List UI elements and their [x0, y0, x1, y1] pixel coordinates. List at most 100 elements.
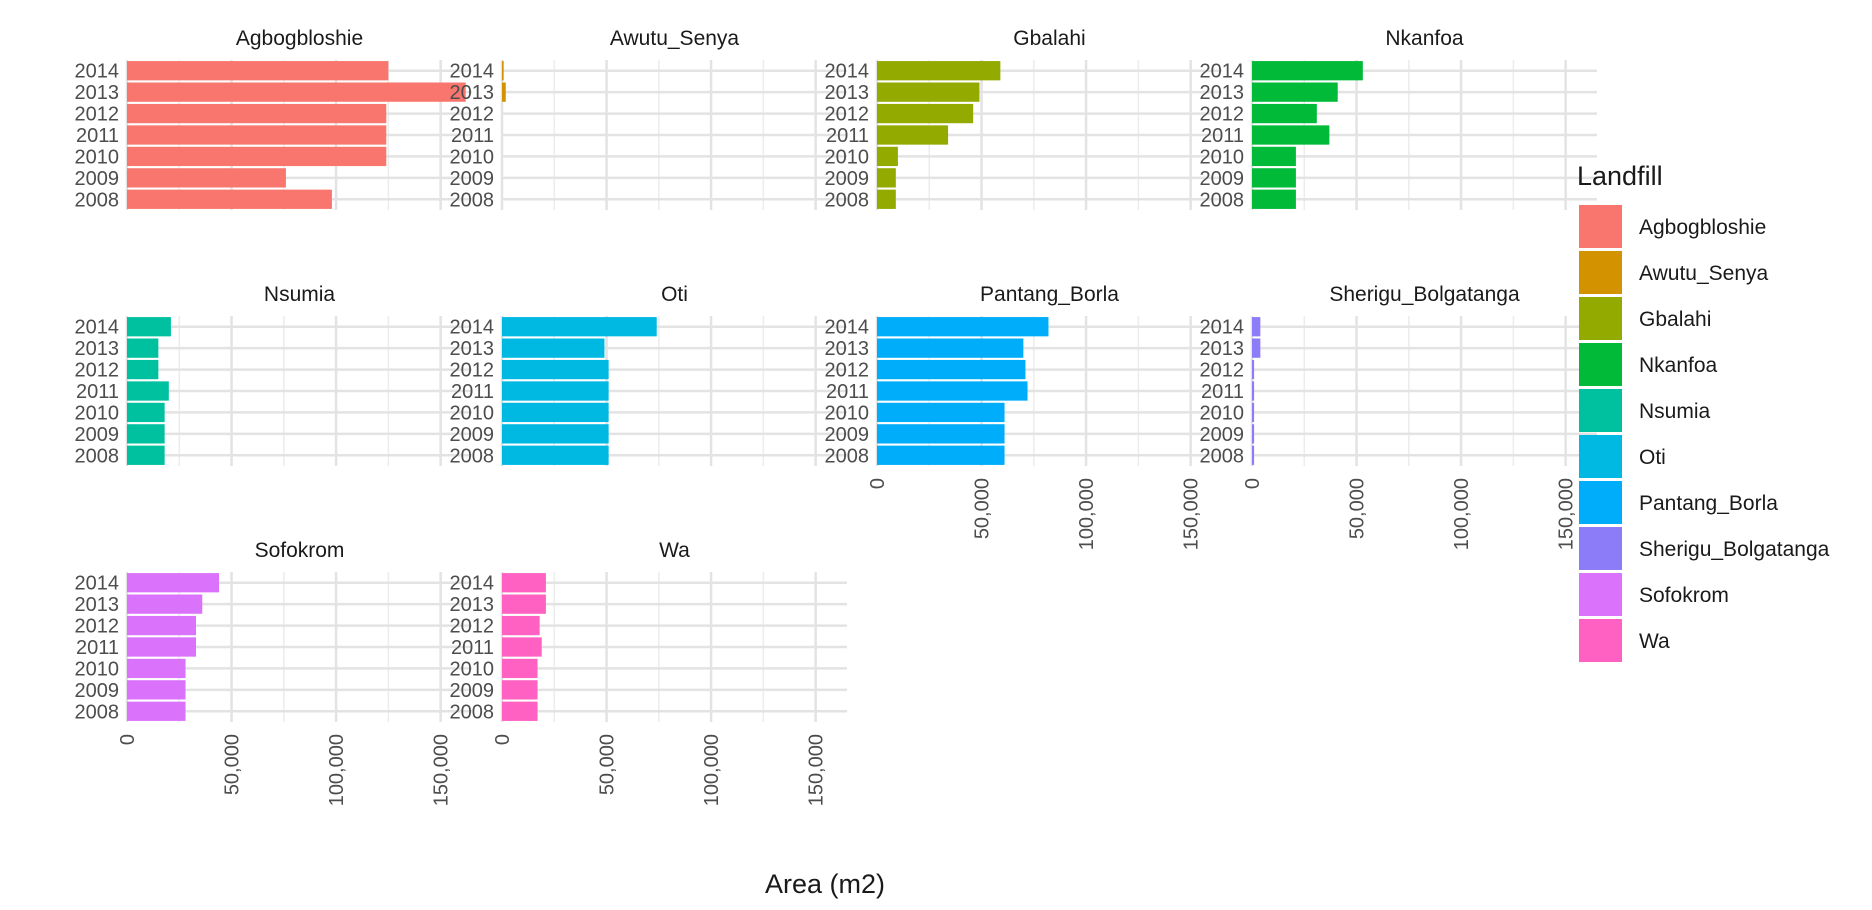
- y-tick-label: 2011: [1201, 125, 1244, 147]
- x-tick-label: 0: [1242, 478, 1264, 489]
- x-tick-label: 100,000: [701, 734, 723, 806]
- legend-key-Oti: [1579, 435, 1622, 478]
- legend-label-Sofokrom: Sofokrom: [1639, 584, 1729, 607]
- y-tick-label: 2010: [75, 658, 120, 680]
- bar-Agbogbloshie-2008: [127, 189, 332, 209]
- bar-Pantang_Borla-2014: [877, 317, 1049, 337]
- bar-Pantang_Borla-2011: [877, 381, 1028, 401]
- bar-Oti-2009: [502, 424, 609, 444]
- y-tick-label: 2010: [75, 402, 120, 424]
- bar-Gbalahi-2009: [877, 168, 896, 188]
- bar-Wa-2013: [502, 594, 546, 614]
- y-tick-label: 2013: [75, 82, 120, 104]
- y-tick-label: 2014: [825, 61, 870, 83]
- y-tick-label: 2009: [825, 168, 870, 190]
- y-tick-label: 2012: [75, 104, 120, 126]
- y-tick-label: 2014: [450, 573, 495, 595]
- x-tick-label: 100,000: [1076, 478, 1098, 550]
- bar-Sofokrom-2013: [127, 594, 203, 614]
- y-tick-label: 2008: [825, 189, 870, 211]
- y-tick-label: 2011: [451, 125, 494, 147]
- bar-Pantang_Borla-2008: [877, 445, 1005, 465]
- bar-Gbalahi-2010: [877, 146, 898, 167]
- legend-key-Wa: [1579, 619, 1622, 662]
- y-tick-label: 2008: [825, 445, 870, 467]
- bar-Sherigu_Bolgatanga-2013: [1252, 338, 1261, 358]
- bar-Sherigu_Bolgatanga-2012: [1252, 359, 1255, 380]
- legend-key-Sherigu_Bolgatanga: [1579, 527, 1622, 570]
- bar-Wa-2009: [502, 680, 538, 700]
- y-tick-label: 2012: [1200, 360, 1245, 382]
- legend-label-Awutu_Senya: Awutu_Senya: [1639, 262, 1769, 285]
- bar-Oti-2011: [502, 381, 609, 401]
- y-tick-label: 2014: [75, 61, 120, 83]
- x-tick-label: 150,000: [1556, 478, 1578, 550]
- y-tick-label: 2013: [1200, 82, 1245, 104]
- y-tick-label: 2008: [450, 189, 495, 211]
- bar-Nsumia-2010: [127, 402, 165, 423]
- bar-Pantang_Borla-2012: [877, 359, 1026, 380]
- bar-Nsumia-2013: [127, 338, 159, 358]
- legend-label-Sherigu_Bolgatanga: Sherigu_Bolgatanga: [1639, 538, 1830, 561]
- y-tick-label: 2014: [825, 317, 870, 339]
- bar-Nsumia-2011: [127, 381, 169, 401]
- bar-Pantang_Borla-2013: [877, 338, 1024, 358]
- y-tick-label: 2008: [450, 701, 495, 723]
- y-tick-label: 2011: [826, 381, 869, 403]
- bar-Nkanfoa-2014: [1252, 61, 1363, 81]
- y-tick-label: 2008: [1200, 189, 1245, 211]
- legend-label-Oti: Oti: [1639, 446, 1666, 469]
- bar-Sofokrom-2010: [127, 658, 186, 679]
- y-tick-label: 2011: [1201, 381, 1244, 403]
- bar-Agbogbloshie-2014: [127, 61, 389, 81]
- bar-Agbogbloshie-2010: [127, 146, 387, 167]
- y-tick-label: 2011: [451, 381, 494, 403]
- bar-Pantang_Borla-2010: [877, 402, 1005, 423]
- y-tick-label: 2009: [75, 168, 120, 190]
- facet-label-Nsumia: Nsumia: [264, 283, 336, 306]
- facet-label-Pantang_Borla: Pantang_Borla: [980, 283, 1119, 306]
- y-tick-label: 2010: [450, 658, 495, 680]
- panel-Sherigu_Bolgatanga: Sherigu_Bolgatanga2014201320122011201020…: [1200, 283, 1597, 550]
- x-tick-label: 100,000: [1451, 478, 1473, 550]
- y-tick-label: 2013: [75, 338, 120, 360]
- y-tick-label: 2014: [75, 573, 120, 595]
- y-tick-label: 2009: [75, 424, 120, 446]
- bar-Wa-2012: [502, 615, 540, 636]
- y-tick-label: 2012: [75, 360, 120, 382]
- legend-label-Wa: Wa: [1639, 630, 1670, 653]
- y-tick-label: 2008: [450, 445, 495, 467]
- y-tick-label: 2014: [450, 317, 495, 339]
- y-tick-label: 2014: [1200, 61, 1245, 83]
- bar-Agbogbloshie-2011: [127, 125, 387, 145]
- y-tick-label: 2013: [1200, 338, 1245, 360]
- legend-key-Nsumia: [1579, 389, 1622, 432]
- bar-Nkanfoa-2013: [1252, 82, 1338, 102]
- bar-Oti-2008: [502, 445, 609, 465]
- x-tick-label: 150,000: [431, 734, 453, 806]
- y-tick-label: 2012: [75, 616, 120, 638]
- x-tick-label: 0: [867, 478, 889, 489]
- legend-label-Pantang_Borla: Pantang_Borla: [1639, 492, 1778, 515]
- bar-Gbalahi-2012: [877, 103, 974, 124]
- bar-Agbogbloshie-2012: [127, 103, 387, 124]
- y-tick-label: 2013: [450, 338, 495, 360]
- x-tick-label: 150,000: [806, 734, 828, 806]
- y-tick-label: 2011: [76, 381, 119, 403]
- bar-Sofokrom-2009: [127, 680, 186, 700]
- y-tick-label: 2008: [75, 701, 120, 723]
- bar-Sofokrom-2008: [127, 701, 186, 721]
- bar-Nkanfoa-2012: [1252, 103, 1317, 124]
- y-tick-label: 2009: [825, 424, 870, 446]
- y-tick-label: 2008: [1200, 445, 1245, 467]
- bar-Sofokrom-2011: [127, 637, 196, 657]
- bar-Wa-2008: [502, 701, 538, 721]
- bar-Pantang_Borla-2009: [877, 424, 1005, 444]
- legend-label-Gbalahi: Gbalahi: [1639, 308, 1711, 331]
- bar-Sherigu_Bolgatanga-2011: [1252, 381, 1255, 401]
- x-tick-label: 50,000: [597, 734, 619, 795]
- y-tick-label: 2011: [76, 637, 119, 659]
